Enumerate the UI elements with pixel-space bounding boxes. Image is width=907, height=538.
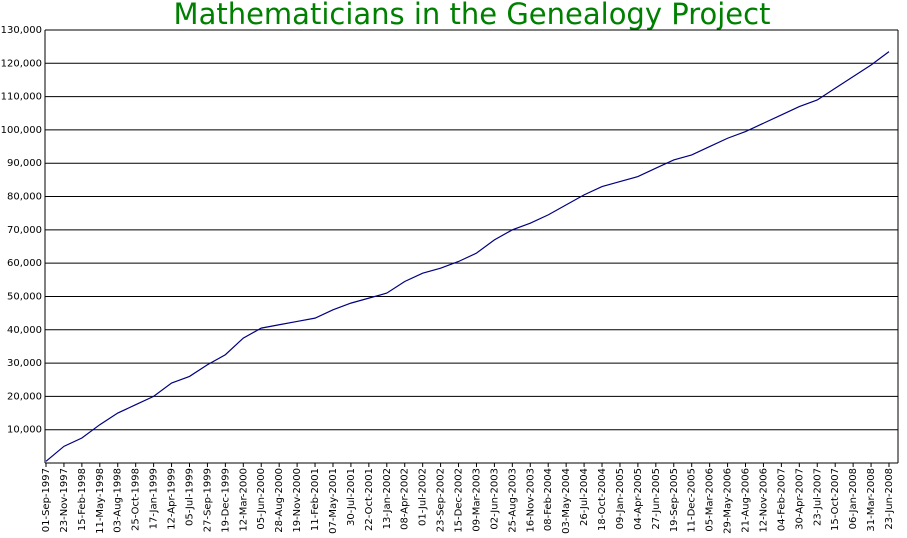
y-tick-label: 80,000 — [7, 192, 42, 203]
x-tick-label: 16-Nov-2003 — [525, 468, 536, 533]
x-tick-label: 15-Feb-1998 — [77, 468, 88, 531]
x-tick-label: 05-Jul-1999 — [184, 468, 195, 526]
x-tick-label: 07-May-2001 — [328, 468, 339, 534]
x-tick-label: 09-Jan-2005 — [615, 468, 626, 529]
x-tick-label: 05-Jun-2000 — [256, 468, 267, 530]
y-tick-label: 100,000 — [1, 125, 42, 136]
x-tick-label: 31-Mar-2008 — [866, 468, 877, 532]
x-tick-label: 04-Feb-2007 — [776, 468, 787, 531]
y-tick-label: 120,000 — [1, 58, 42, 69]
x-tick-label: 02-Jun-2003 — [489, 468, 500, 530]
x-tick-label: 19-Nov-2000 — [292, 468, 303, 533]
x-tick-label: 15-Dec-2002 — [454, 468, 465, 533]
y-tick-label: 10,000 — [7, 425, 42, 436]
x-tick-label: 27-Sep-1999 — [202, 468, 213, 532]
x-tick-label: 23-Jun-2008 — [884, 468, 895, 530]
x-tick-label: 11-Dec-2005 — [687, 468, 698, 533]
x-tick-label: 21-Aug-2006 — [741, 468, 752, 533]
x-tick-label: 04-Apr-2005 — [633, 468, 644, 530]
y-tick-label: 50,000 — [7, 291, 42, 302]
x-tick-label: 19-Dec-1999 — [220, 468, 231, 533]
x-tick-label: 05-Mar-2006 — [705, 468, 716, 532]
x-tick-label: 23-Jul-2007 — [812, 468, 823, 526]
x-tick-label: 01-Sep-1997 — [41, 468, 52, 532]
x-tick-label: 12-Apr-1999 — [167, 468, 178, 530]
x-tick-label: 27-Jun-2005 — [651, 468, 662, 530]
y-tick-label: 20,000 — [7, 391, 42, 402]
x-tick-label: 09-Mar-2003 — [471, 468, 482, 532]
x-tick-label: 28-Aug-2000 — [274, 468, 285, 533]
y-tick-label: 130,000 — [1, 25, 42, 36]
x-tick-label: 11-Feb-2001 — [310, 468, 321, 531]
x-tick-label: 23-Sep-2002 — [436, 468, 447, 532]
x-tick-label: 01-Jul-2002 — [418, 468, 429, 526]
y-tick-label: 30,000 — [7, 358, 42, 369]
x-tick-label: 26-Jul-2004 — [579, 468, 590, 526]
x-tick-label: 22-Oct-2001 — [364, 468, 375, 531]
x-tick-label: 13-Jan-2002 — [382, 468, 393, 529]
x-tick-label: 08-Apr-2002 — [400, 468, 411, 530]
y-tick-label: 70,000 — [7, 225, 42, 236]
y-tick-label: 110,000 — [1, 92, 42, 103]
x-tick-label: 25-Aug-2003 — [507, 468, 518, 533]
x-tick-label: 18-Oct-2004 — [597, 468, 608, 531]
x-tick-label: 08-Feb-2004 — [543, 468, 554, 531]
x-tick-label: 19-Sep-2005 — [669, 468, 680, 532]
x-tick-label: 30-Jul-2001 — [346, 468, 357, 526]
x-tick-label: 23-Nov-1997 — [59, 468, 70, 533]
x-tick-label: 06-Jan-2008 — [848, 468, 859, 529]
data-line — [45, 51, 890, 462]
x-tick-label: 17-Jan-1999 — [149, 468, 160, 529]
x-tick-label: 30-Apr-2007 — [794, 468, 805, 530]
x-tick-label: 11-May-1998 — [95, 468, 106, 534]
y-tick-label: 60,000 — [7, 258, 42, 269]
x-tick-label: 12-Nov-2006 — [758, 468, 769, 533]
chart-title: Mathematicians in the Genealogy Project — [174, 0, 771, 31]
y-tick-label: 40,000 — [7, 325, 42, 336]
x-tick-label: 03-Aug-1998 — [113, 468, 124, 533]
x-tick-label: 15-Oct-2007 — [830, 468, 841, 531]
x-tick-label: 29-May-2006 — [723, 468, 734, 534]
y-tick-label: 90,000 — [7, 158, 42, 169]
x-tick-label: 12-Mar-2000 — [238, 468, 249, 532]
x-tick-label: 03-May-2004 — [561, 468, 572, 534]
x-tick-label: 25-Oct-1998 — [131, 468, 142, 531]
